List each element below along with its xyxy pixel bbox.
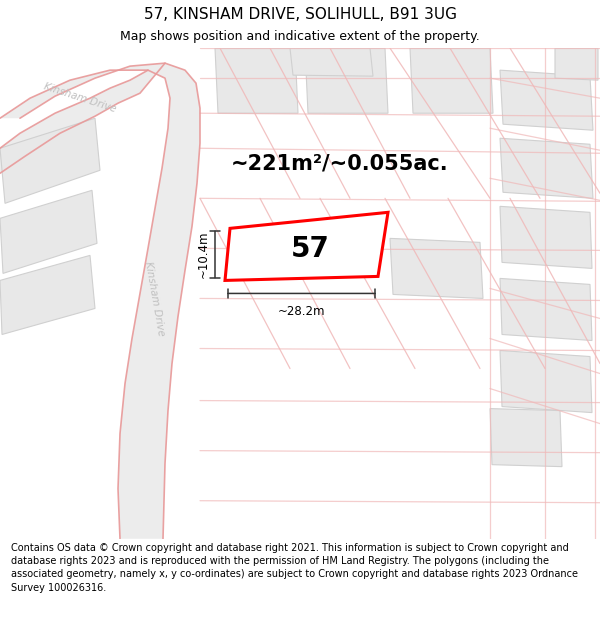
- Polygon shape: [0, 63, 200, 539]
- Polygon shape: [500, 206, 592, 268]
- Polygon shape: [490, 409, 562, 467]
- Polygon shape: [500, 138, 593, 198]
- Text: Kinsham Drive: Kinsham Drive: [43, 82, 118, 114]
- Text: Map shows position and indicative extent of the property.: Map shows position and indicative extent…: [120, 29, 480, 42]
- Polygon shape: [500, 278, 592, 341]
- Polygon shape: [410, 48, 493, 113]
- Text: ~221m²/~0.055ac.: ~221m²/~0.055ac.: [231, 153, 449, 173]
- Text: ~28.2m: ~28.2m: [278, 306, 325, 319]
- Text: 57, KINSHAM DRIVE, SOLIHULL, B91 3UG: 57, KINSHAM DRIVE, SOLIHULL, B91 3UG: [143, 7, 457, 22]
- Polygon shape: [555, 48, 598, 80]
- Polygon shape: [215, 48, 298, 113]
- Polygon shape: [0, 256, 95, 334]
- Text: ~10.4m: ~10.4m: [197, 231, 210, 278]
- Text: 57: 57: [291, 236, 329, 263]
- Polygon shape: [0, 190, 97, 273]
- Text: Kinsham Drive: Kinsham Drive: [143, 261, 166, 336]
- Text: Contains OS data © Crown copyright and database right 2021. This information is : Contains OS data © Crown copyright and d…: [11, 543, 578, 592]
- Polygon shape: [0, 63, 165, 173]
- Polygon shape: [290, 48, 373, 76]
- Polygon shape: [390, 238, 483, 299]
- Polygon shape: [225, 213, 388, 281]
- Polygon shape: [500, 351, 592, 413]
- Polygon shape: [500, 70, 593, 130]
- Polygon shape: [0, 118, 100, 203]
- Polygon shape: [305, 48, 388, 113]
